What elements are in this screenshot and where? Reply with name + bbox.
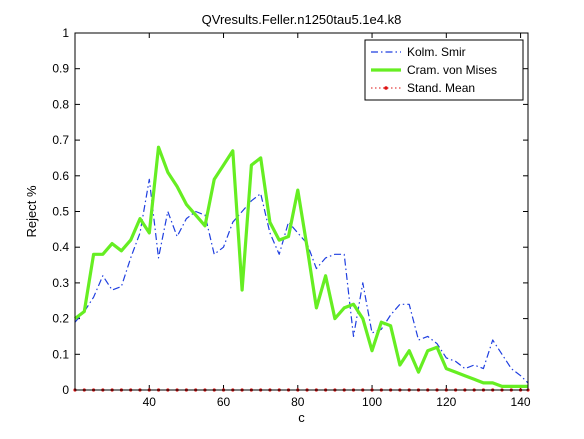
legend-label: Stand. Mean (407, 81, 475, 95)
legend-marker (384, 86, 388, 90)
y-tick-label: 0.1 (52, 347, 69, 361)
y-tick-label: 0.8 (52, 97, 69, 111)
y-tick-label: 1 (62, 26, 69, 40)
y-tick-label: 0.4 (52, 240, 69, 254)
legend-label: Cram. von Mises (407, 63, 497, 77)
chart-title: QVresults.Feller.n1250tau5.1e4.k8 (202, 12, 402, 27)
x-axis-title: c (298, 410, 305, 425)
legend-label: Kolm. Smir (407, 45, 466, 59)
y-axis-title: Reject % (24, 185, 39, 237)
x-tick-label: 60 (217, 395, 231, 409)
y-tick-label: 0.7 (52, 133, 69, 147)
y-tick-label: 0.6 (52, 169, 69, 183)
y-tick-label: 0.5 (52, 205, 69, 219)
series-line-0 (74, 178, 529, 384)
legend: Kolm. Smir Cram. von Mises Stand. Mean (364, 39, 524, 101)
y-tick-label: 0.2 (52, 312, 69, 326)
x-tick-label: 100 (362, 395, 382, 409)
x-tick-label: 40 (143, 395, 157, 409)
plot-frame (74, 32, 529, 391)
x-tick-label: 120 (436, 395, 456, 409)
y-tick-label: 0 (62, 383, 69, 397)
y-tick-label: 0.3 (52, 276, 69, 290)
series-line-1 (74, 145, 528, 388)
x-tick-label: 80 (291, 395, 305, 409)
x-tick-label: 140 (511, 395, 531, 409)
y-tick-label: 0.9 (52, 62, 69, 76)
